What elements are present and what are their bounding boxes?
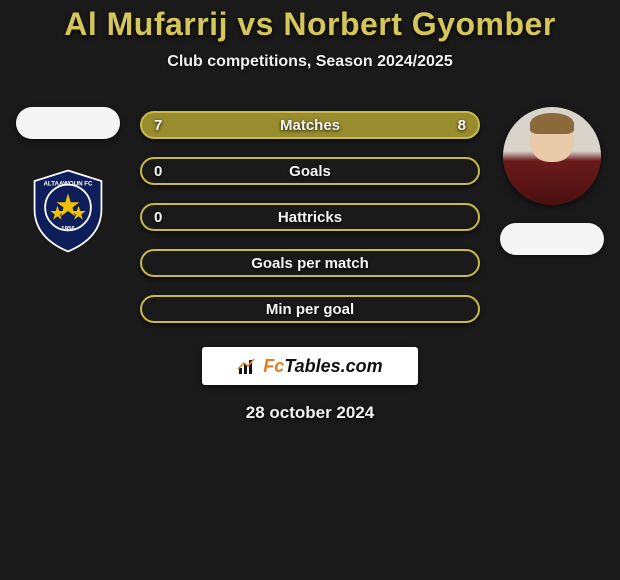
brand-suffix: Tables.com (284, 356, 382, 376)
stat-label: Min per goal (266, 301, 354, 318)
player-right-column (492, 107, 612, 255)
brand-prefix: Fc (263, 356, 284, 376)
stat-bar: 0 Goals (140, 157, 480, 185)
date-label: 28 october 2024 (0, 403, 620, 423)
stat-value-right: 8 (458, 117, 466, 134)
bar-chart-icon (237, 356, 257, 376)
player-left-column: ALTAAWOUN FC 1956 (8, 107, 128, 255)
stat-bar: Min per goal (140, 295, 480, 323)
stat-value-left: 7 (154, 117, 162, 134)
player-left-club-badge: ALTAAWOUN FC 1956 (19, 167, 117, 255)
subtitle: Club competitions, Season 2024/2025 (0, 53, 620, 71)
page-title: Al Mufarrij vs Norbert Gyomber (0, 6, 620, 43)
main-area: ALTAAWOUN FC 1956 7 Matches 8 0 Goals 0 Hattri… (0, 107, 620, 423)
player-right-photo (503, 107, 601, 205)
player-left-avatar-placeholder (16, 107, 120, 139)
stat-bars: 7 Matches 8 0 Goals 0 Hattricks Goals per match… (140, 107, 480, 323)
stat-value-left: 0 (154, 163, 162, 180)
svg-text:ALTAAWOUN FC: ALTAAWOUN FC (43, 180, 93, 187)
brand-text: FcTables.com (263, 356, 382, 377)
brand-logo[interactable]: FcTables.com (202, 347, 418, 385)
player-right-club-placeholder (500, 223, 604, 255)
comparison-card: Al Mufarrij vs Norbert Gyomber Club comp… (0, 0, 620, 423)
player-photo-icon (503, 107, 601, 205)
stat-bar: 0 Hattricks (140, 203, 480, 231)
svg-text:1956: 1956 (61, 225, 75, 232)
stat-label: Hattricks (278, 209, 342, 226)
shield-icon: ALTAAWOUN FC 1956 (19, 167, 117, 255)
stat-value-left: 0 (154, 209, 162, 226)
stat-label: Matches (280, 117, 340, 134)
stat-label: Goals per match (251, 255, 369, 272)
stat-bar: 7 Matches 8 (140, 111, 480, 139)
stat-label: Goals (289, 163, 331, 180)
stat-bar: Goals per match (140, 249, 480, 277)
